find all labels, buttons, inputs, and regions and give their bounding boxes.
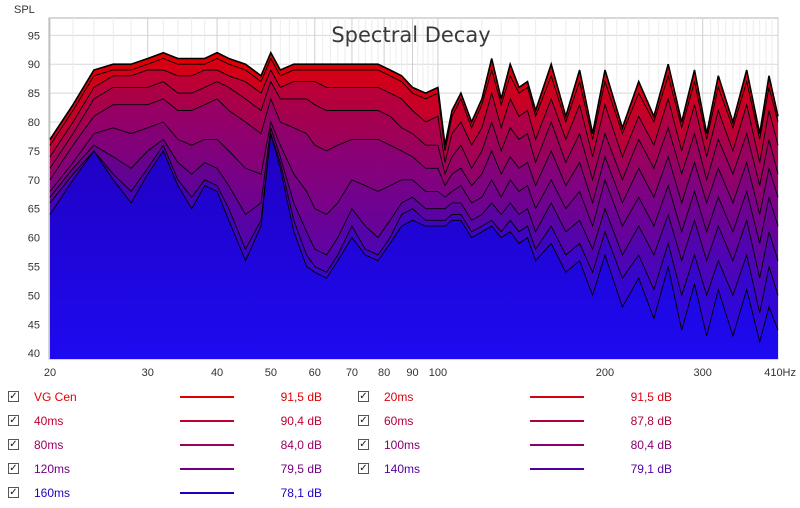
legend-swatch <box>530 420 584 422</box>
y-tick-label: 60 <box>28 233 40 245</box>
legend-value: 78,1 dB <box>280 486 322 500</box>
x-tick-label: 90 <box>406 367 418 379</box>
series-area-160ms <box>50 133 778 359</box>
x-axis-ticks: 20 30 40 50 60 70 80 90 100 200 300 410Hz <box>44 367 796 379</box>
legend-value: 80,4 dB <box>630 438 672 452</box>
spectral-decay-chart: 20 30 40 50 60 70 80 90 100 200 300 410Hz 40 45 50 55 6… <box>14 4 796 379</box>
series-line-80ms <box>49 97 779 215</box>
legend-checkbox[interactable]: ✓ <box>358 415 369 426</box>
series-line-120ms <box>49 127 779 279</box>
x-tick-label: 300 <box>694 367 712 379</box>
legend-checkbox[interactable]: ✓ <box>358 463 369 474</box>
x-tick-label: 200 <box>596 367 614 379</box>
legend-checkbox[interactable]: ✓ <box>8 463 19 474</box>
legend-label: 160ms <box>34 486 71 500</box>
x-tick-label: 100 <box>429 367 447 379</box>
legend-value: 79,1 dB <box>630 462 672 476</box>
legend-swatch <box>180 444 234 446</box>
y-tick-label: 70 <box>28 175 40 187</box>
y-axis-ticks: 40 45 50 55 60 65 70 75 80 85 90 95 <box>28 30 40 360</box>
legend-value: 90,4 dB <box>280 414 322 428</box>
legend-item[interactable]: ✓ 160ms 78,1 dB <box>8 482 322 504</box>
y-tick-label: 65 <box>28 204 40 216</box>
y-tick-label: 85 <box>28 88 40 100</box>
legend-item[interactable]: ✓ VG Cen 91,5 dB <box>8 386 322 408</box>
y-axis-label: SPL <box>14 4 35 16</box>
y-tick-label: 45 <box>28 319 40 331</box>
legend-item[interactable]: ✓ 20ms 91,5 dB <box>358 386 672 408</box>
series-line-20ms <box>49 57 779 151</box>
legend-checkbox[interactable]: ✓ <box>8 487 19 498</box>
legend-label: 60ms <box>384 414 414 428</box>
y-tick-label: 40 <box>28 348 40 360</box>
x-tick-label: 50 <box>265 367 277 379</box>
y-tick-label: 75 <box>28 146 40 158</box>
legend-item[interactable]: ✓ 60ms 87,8 dB <box>358 410 672 432</box>
x-tick-label: 70 <box>346 367 358 379</box>
legend-checkbox[interactable]: ✓ <box>8 415 19 426</box>
legend-item[interactable]: ✓ 140ms 79,1 dB <box>358 458 672 480</box>
legend-checkbox[interactable]: ✓ <box>358 439 369 450</box>
legend-item[interactable]: ✓ 120ms 79,5 dB <box>8 458 322 480</box>
legend-checkbox[interactable]: ✓ <box>8 391 19 402</box>
legend-value: 84,0 dB <box>280 438 322 452</box>
legend-item[interactable]: ✓ 80ms 84,0 dB <box>8 434 322 456</box>
legend-value: 91,5 dB <box>630 390 672 404</box>
legend-swatch <box>180 396 234 398</box>
series-line-140ms <box>49 133 779 313</box>
legend-swatch <box>180 420 234 422</box>
legend-item[interactable]: ✓ 40ms 90,4 dB <box>8 410 322 432</box>
legend-swatch <box>530 444 584 446</box>
chart-title: Spectral Decay <box>331 23 490 47</box>
legend-label: 120ms <box>34 462 71 476</box>
legend-label: 140ms <box>384 462 421 476</box>
y-tick-label: 80 <box>28 117 40 129</box>
legend-checkbox[interactable]: ✓ <box>8 439 19 450</box>
series-line-vg-cen <box>49 50 779 146</box>
legend: ✓ VG Cen 91,5 dB ✓ 20ms 91,5 dB ✓ 40ms 90,4 dB ✓ 6… <box>0 384 800 508</box>
y-tick-label: 50 <box>28 290 40 302</box>
x-tick-label: 20 <box>44 367 56 379</box>
x-tick-label: 30 <box>142 367 154 379</box>
legend-swatch <box>180 468 234 470</box>
legend-swatch <box>530 468 584 470</box>
legend-label: 80ms <box>34 438 64 452</box>
x-tick-label: 80 <box>378 367 390 379</box>
series-layer <box>49 50 779 360</box>
x-tick-label: 60 <box>309 367 321 379</box>
y-tick-label: 90 <box>28 59 40 71</box>
x-tick-label: 410Hz <box>764 367 796 379</box>
series-line-100ms <box>49 120 779 244</box>
legend-label: 40ms <box>34 414 64 428</box>
legend-item[interactable]: ✓ 100ms 80,4 dB <box>358 434 672 456</box>
legend-label: VG Cen <box>34 390 77 404</box>
series-line-60ms <box>49 80 779 186</box>
series-line-160ms <box>49 133 779 344</box>
legend-label: 20ms <box>384 390 414 404</box>
x-tick-label: 40 <box>211 367 223 379</box>
y-tick-label: 95 <box>28 30 40 42</box>
legend-value: 87,8 dB <box>630 414 672 428</box>
legend-label: 100ms <box>384 438 421 452</box>
legend-swatch <box>180 492 234 494</box>
series-line-40ms <box>49 68 779 163</box>
legend-checkbox[interactable]: ✓ <box>358 391 369 402</box>
legend-value: 79,5 dB <box>280 462 322 476</box>
legend-swatch <box>530 396 584 398</box>
legend-value: 91,5 dB <box>280 390 322 404</box>
y-tick-label: 55 <box>28 262 40 274</box>
